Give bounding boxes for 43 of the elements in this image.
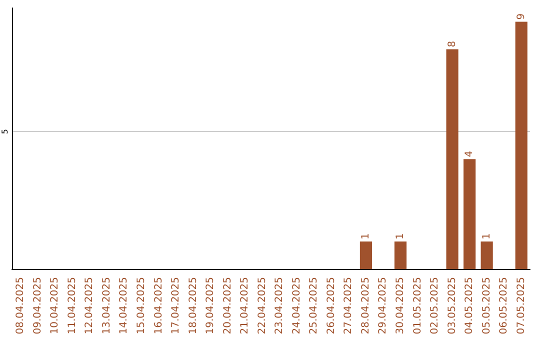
x-tick-label: 30.04.2025 <box>395 277 406 334</box>
x-tick-label: 07.05.2025 <box>516 277 527 334</box>
bar <box>480 242 493 269</box>
x-tick-label: 27.04.2025 <box>343 277 354 334</box>
x-tick-label: 09.04.2025 <box>32 277 44 334</box>
bar <box>446 49 458 269</box>
x-tick-label: 25.04.2025 <box>308 277 320 334</box>
x-tick-label: 12.04.2025 <box>84 277 96 334</box>
x-tick-label: 18.04.2025 <box>188 277 199 334</box>
x-tick-label: 13.04.2025 <box>101 277 112 334</box>
x-tick-label: 28.04.2025 <box>360 277 372 334</box>
x-tick-label: 15.04.2025 <box>136 277 147 334</box>
data-label: 1 <box>360 233 372 240</box>
x-tick-label: 06.05.2025 <box>498 277 510 334</box>
data-label: 1 <box>481 233 492 240</box>
x-tick-label: 11.04.2025 <box>66 277 78 334</box>
x-tick-label: 03.05.2025 <box>446 277 458 334</box>
x-tick-label: 20.04.2025 <box>222 277 234 334</box>
x-tick-label: 01.05.2025 <box>412 277 424 334</box>
data-label: 8 <box>446 40 458 48</box>
bar <box>464 159 476 269</box>
x-tick-label: 26.04.2025 <box>326 277 337 334</box>
x-tick-label: 22.04.2025 <box>256 277 268 334</box>
bar <box>360 242 372 269</box>
data-label: 1 <box>395 233 406 240</box>
x-tick-label: 21.04.2025 <box>240 277 251 334</box>
x-tick-label: 05.05.2025 <box>481 277 492 334</box>
x-tick-label: 10.04.2025 <box>50 277 61 334</box>
x-tick-label: 19.04.2025 <box>205 277 216 334</box>
x-tick-label: 29.04.2025 <box>378 277 389 334</box>
x-tick-label: 23.04.2025 <box>274 277 286 334</box>
x-tick-label: 02.05.2025 <box>430 277 441 334</box>
x-tick-label: 04.05.2025 <box>464 277 476 334</box>
y-tick-label: 5 <box>0 129 10 134</box>
x-tick-label: 14.04.2025 <box>118 277 130 334</box>
bar <box>394 242 407 269</box>
data-label: 9 <box>516 13 527 20</box>
x-tick-label: 16.04.2025 <box>153 277 164 334</box>
x-tick-label: 08.04.2025 <box>15 277 26 334</box>
data-label: 4 <box>464 150 476 158</box>
x-tick-label: 17.04.2025 <box>170 277 182 334</box>
bar <box>515 22 528 269</box>
x-tick-label: 24.04.2025 <box>291 277 302 334</box>
